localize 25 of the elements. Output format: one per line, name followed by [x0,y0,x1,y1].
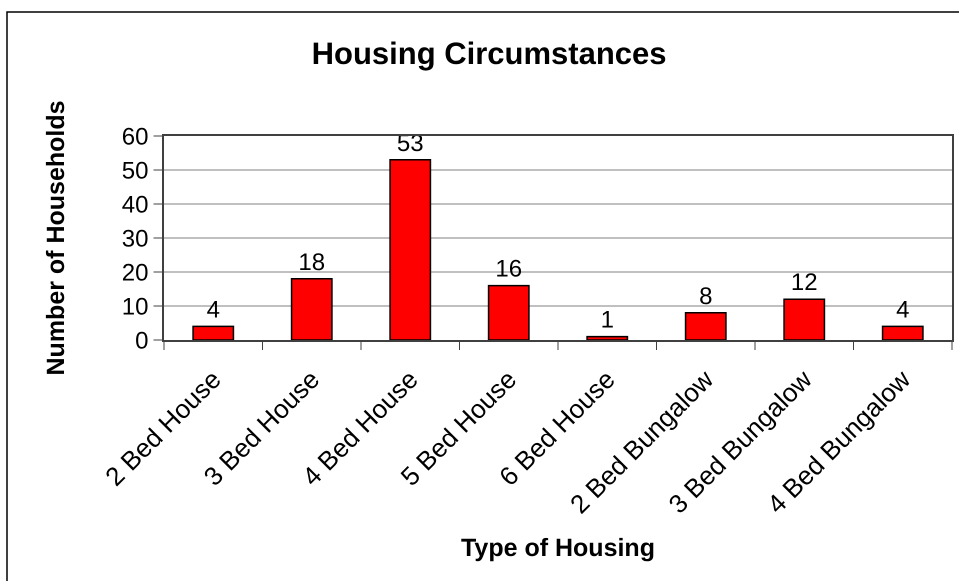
bar [684,312,727,340]
y-tick-label: 30 [122,225,148,252]
bar [290,278,333,340]
bar [586,336,628,340]
y-tick-label: 50 [122,157,148,184]
chart-title: Housing Circumstances [312,36,667,71]
y-tick-label: 20 [122,259,148,286]
data-label: 18 [298,248,326,276]
bar [192,326,234,340]
data-label: 12 [790,269,818,296]
y-tick-label: 60 [122,123,148,150]
data-label: 16 [495,256,522,283]
bar [882,326,924,340]
data-label: 8 [699,282,712,310]
bar [488,284,530,340]
data-label: 4 [206,296,220,324]
bar [389,159,432,340]
y-tick-label: 0 [135,327,148,354]
x-axis-title: Type of Housing [461,534,655,562]
y-tick-label: 10 [122,293,148,320]
y-axis-title: Number of Households [42,100,70,376]
y-tick-label: 40 [122,191,148,218]
bar [783,298,826,340]
data-label: 1 [600,306,614,334]
data-label: 4 [896,296,910,324]
